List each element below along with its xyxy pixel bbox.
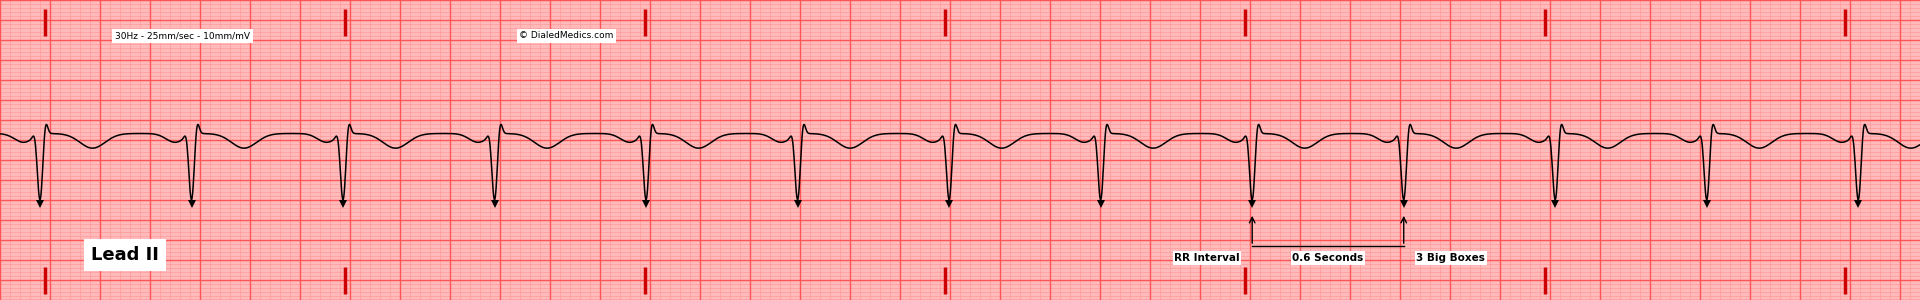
- Text: © DialedMedics.com: © DialedMedics.com: [518, 32, 614, 40]
- Text: 30Hz - 25mm/sec - 10mm/mV: 30Hz - 25mm/sec - 10mm/mV: [115, 32, 250, 40]
- Text: 0.6 Seconds: 0.6 Seconds: [1292, 253, 1363, 263]
- Text: RR Interval: RR Interval: [1173, 253, 1240, 263]
- Text: Lead II: Lead II: [90, 246, 159, 264]
- Text: 3 Big Boxes: 3 Big Boxes: [1417, 253, 1484, 263]
